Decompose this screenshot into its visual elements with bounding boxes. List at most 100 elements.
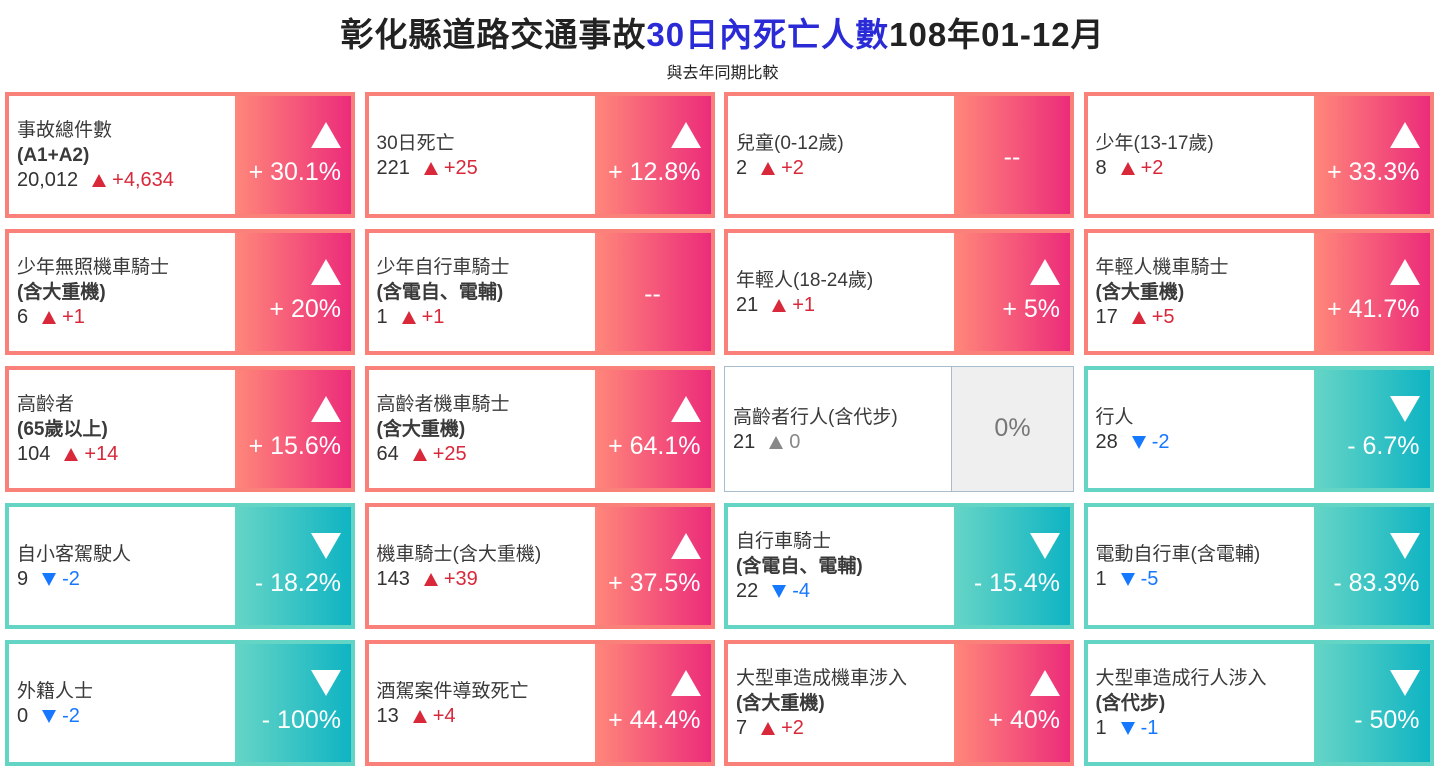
kpi-delta: +2 bbox=[781, 717, 804, 739]
kpi-card[interactable]: 兒童(0-12歲) 2 +2 -- bbox=[724, 92, 1074, 218]
kpi-card[interactable]: 機車騎士(含大重機) 143 +39 + 37.5% bbox=[364, 503, 715, 629]
kpi-info: 自小客駕駛人 9 -2 bbox=[9, 507, 235, 625]
title-highlight: 30日內死亡人數 bbox=[646, 16, 890, 53]
page-subtitle: 與去年同期比較 bbox=[666, 65, 779, 82]
kpi-card[interactable]: 事故總件數 (A1+A2) 20,012 +4,634 + 30.1% bbox=[5, 92, 355, 218]
kpi-change-panel: - 6.7% bbox=[1313, 370, 1430, 488]
kpi-percent: + 41.7% bbox=[1327, 295, 1420, 323]
kpi-value: 2 bbox=[736, 156, 748, 179]
kpi-percent: + 15.6% bbox=[248, 432, 341, 460]
kpi-card[interactable]: 高齡者 (65歲以上) 104 +14 + 15.6% bbox=[5, 366, 355, 492]
kpi-card[interactable]: 30日死亡 221 +25 + 12.8% bbox=[364, 92, 715, 218]
kpi-value: 64 bbox=[376, 443, 399, 465]
triangle-down-icon bbox=[1131, 435, 1146, 449]
kpi-grid: 事故總件數 (A1+A2) 20,012 +4,634 + 30.1% 30日死亡… bbox=[5, 92, 1434, 766]
kpi-info: 自行車騎士 (含電自、電輔) 22 -4 bbox=[728, 507, 954, 625]
title-period: 108年01-12月 bbox=[889, 16, 1105, 53]
triangle-up-icon bbox=[412, 709, 427, 723]
kpi-card[interactable]: 少年無照機車騎士 (含大重機) 6 +1 + 20% bbox=[5, 229, 355, 355]
kpi-delta: 0 bbox=[789, 430, 801, 453]
kpi-card[interactable]: 自小客駕駛人 9 -2 - 18.2% bbox=[5, 503, 355, 629]
kpi-card[interactable]: 少年(13-17歲) 8 +2 + 33.3% bbox=[1083, 92, 1434, 218]
kpi-label: 外籍人士 bbox=[17, 680, 94, 702]
arrow-up-icon bbox=[670, 670, 701, 696]
kpi-change-panel: + 30.1% bbox=[235, 96, 351, 214]
kpi-values: 104 +14 bbox=[17, 442, 235, 466]
kpi-percent: - 18.2% bbox=[254, 569, 341, 597]
kpi-values: 0 -2 bbox=[17, 704, 235, 728]
kpi-values: 6 +1 bbox=[17, 305, 235, 329]
kpi-sublabel: (含大重機) bbox=[376, 419, 466, 440]
kpi-change-panel: - 83.3% bbox=[1313, 507, 1430, 625]
kpi-values: 64 +25 bbox=[377, 442, 595, 466]
kpi-card[interactable]: 大型車造成行人涉入 (含代步) 1 -1 - 50% bbox=[1083, 640, 1434, 766]
kpi-value: 21 bbox=[736, 293, 759, 316]
kpi-label: 高齡者機車騎士 bbox=[376, 394, 510, 415]
kpi-info: 高齡者 (65歲以上) 104 +14 bbox=[9, 370, 235, 488]
kpi-percent: - 83.3% bbox=[1333, 569, 1420, 597]
kpi-card[interactable]: 年輕人機車騎士 (含大重機) 17 +5 + 41.7% bbox=[1083, 229, 1434, 355]
kpi-delta: +39 bbox=[443, 567, 478, 590]
kpi-label: 事故總件數 bbox=[17, 120, 113, 141]
triangle-down-icon bbox=[772, 585, 787, 599]
kpi-card[interactable]: 少年自行車騎士 (含電自、電輔) 1 +1 -- bbox=[364, 229, 715, 355]
kpi-values: 7 +2 bbox=[736, 716, 954, 740]
kpi-delta: +2 bbox=[781, 156, 804, 179]
kpi-change-panel: + 12.8% bbox=[594, 96, 711, 214]
kpi-value: 0 bbox=[17, 704, 29, 727]
triangle-up-icon bbox=[412, 448, 427, 462]
kpi-info: 行人 28 -2 bbox=[1087, 370, 1314, 488]
kpi-change-panel: + 64.1% bbox=[594, 370, 711, 488]
kpi-card[interactable]: 酒駕案件導致死亡 13 +4 + 44.4% bbox=[364, 640, 715, 766]
kpi-sublabel: (A1+A2) bbox=[17, 145, 90, 166]
kpi-label: 年輕人(18-24歲) bbox=[736, 269, 874, 291]
kpi-info: 事故總件數 (A1+A2) 20,012 +4,634 bbox=[9, 96, 235, 214]
kpi-info: 機車騎士(含大重機) 143 +39 bbox=[368, 507, 595, 625]
arrow-up-icon bbox=[670, 122, 701, 148]
kpi-change-panel: - 18.2% bbox=[235, 507, 351, 625]
kpi-card[interactable]: 電動自行車(含電輔) 1 -5 - 83.3% bbox=[1083, 503, 1434, 629]
kpi-change-panel: -- bbox=[594, 233, 711, 351]
kpi-value: 6 bbox=[17, 306, 29, 328]
kpi-values: 17 +5 bbox=[1096, 305, 1314, 329]
kpi-card[interactable]: 大型車造成機車涉入 (含大重機) 7 +2 + 40% bbox=[724, 640, 1074, 766]
kpi-percent: + 12.8% bbox=[608, 158, 701, 186]
triangle-up-icon bbox=[772, 298, 787, 312]
kpi-values: 9 -2 bbox=[17, 567, 235, 591]
kpi-delta: +5 bbox=[1151, 306, 1175, 328]
kpi-card[interactable]: 行人 28 -2 - 6.7% bbox=[1083, 366, 1434, 492]
kpi-sublabel: (65歲以上) bbox=[17, 419, 108, 440]
kpi-percent: + 64.1% bbox=[608, 432, 701, 460]
kpi-card[interactable]: 高齡者行人(含代步) 21 0 0% bbox=[724, 366, 1074, 492]
kpi-delta: +4,634 bbox=[112, 169, 174, 191]
kpi-values: 221 +25 bbox=[377, 156, 595, 180]
kpi-card[interactable]: 自行車騎士 (含電自、電輔) 22 -4 - 15.4% bbox=[724, 503, 1074, 629]
kpi-label: 少年無照機車騎士 bbox=[17, 257, 170, 278]
kpi-info: 年輕人(18-24歲) 21 +1 bbox=[728, 233, 954, 351]
triangle-up-icon bbox=[42, 311, 57, 325]
kpi-label: 高齡者行人(含代步) bbox=[733, 406, 898, 428]
kpi-change-panel: + 20% bbox=[235, 233, 351, 351]
kpi-delta: +1 bbox=[792, 293, 816, 316]
kpi-card[interactable]: 年輕人(18-24歲) 21 +1 + 5% bbox=[724, 229, 1074, 355]
kpi-card[interactable]: 高齡者機車騎士 (含大重機) 64 +25 + 64.1% bbox=[364, 366, 715, 492]
kpi-delta: +1 bbox=[421, 306, 445, 328]
kpi-change-panel: -- bbox=[954, 96, 1070, 214]
arrow-up-icon bbox=[311, 122, 341, 148]
triangle-up-icon bbox=[1131, 311, 1146, 325]
kpi-percent: + 44.4% bbox=[608, 706, 701, 734]
kpi-value: 9 bbox=[17, 567, 29, 590]
arrow-up-icon bbox=[1030, 259, 1060, 285]
kpi-label: 大型車造成行人涉入 bbox=[1095, 668, 1267, 689]
triangle-up-icon bbox=[1120, 161, 1135, 175]
arrow-down-icon bbox=[1030, 533, 1060, 559]
kpi-info: 酒駕案件導致死亡 13 +4 bbox=[368, 644, 595, 762]
kpi-value: 1 bbox=[1095, 567, 1107, 590]
kpi-sublabel: (含大重機) bbox=[736, 693, 825, 714]
kpi-card[interactable]: 外籍人士 0 -2 - 100% bbox=[5, 640, 355, 766]
kpi-values: 21 0 bbox=[733, 430, 951, 454]
arrow-up-icon bbox=[670, 533, 701, 559]
triangle-up-icon bbox=[423, 161, 438, 175]
kpi-delta: -4 bbox=[792, 580, 811, 602]
kpi-value: 13 bbox=[376, 704, 399, 727]
